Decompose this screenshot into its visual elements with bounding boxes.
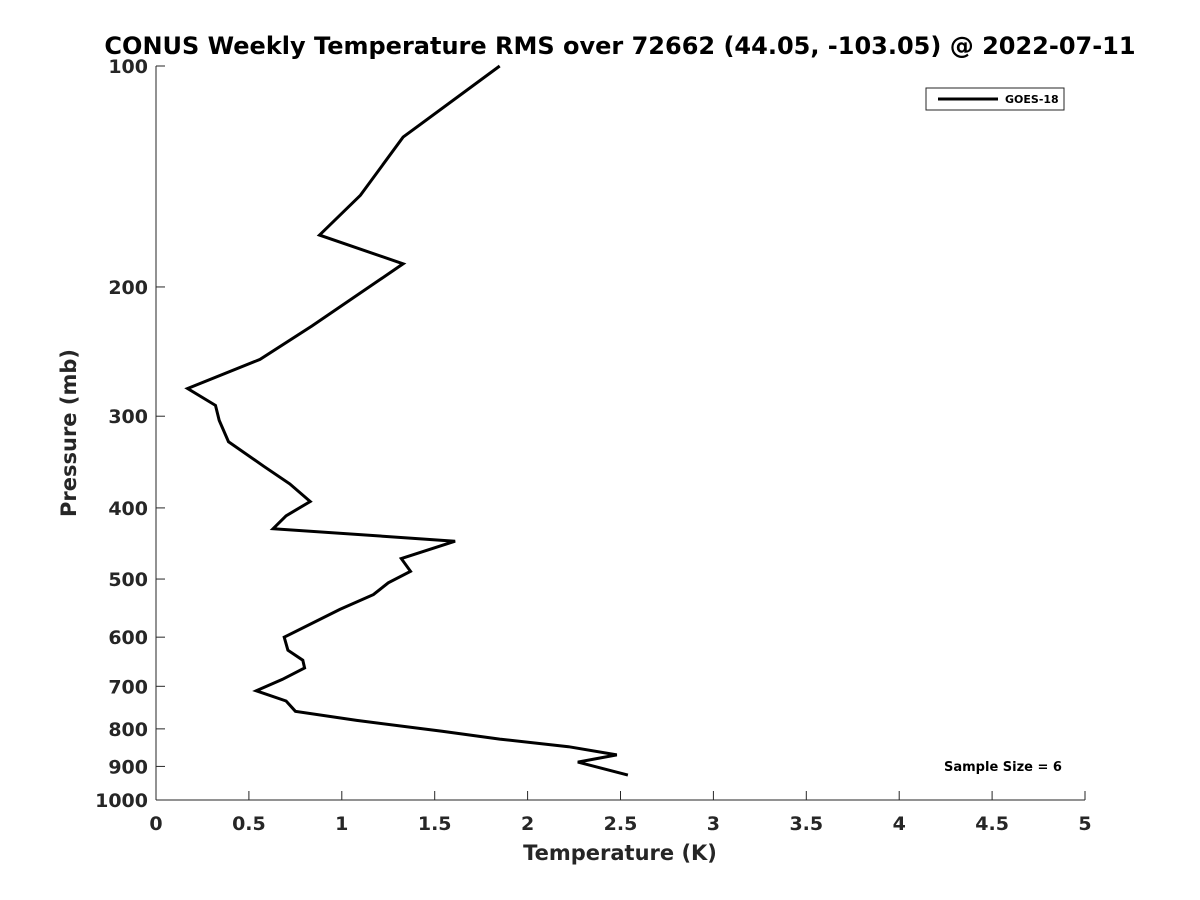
legend: GOES-18 <box>925 87 1065 111</box>
x-tick-label: 1.5 <box>418 813 452 835</box>
y-tick-label: 600 <box>108 627 148 649</box>
x-tick-label: 0 <box>149 813 162 835</box>
x-tick-label: 3 <box>707 813 720 835</box>
y-axis-label: Pressure (mb) <box>57 349 81 517</box>
y-tick-label: 400 <box>108 498 148 520</box>
y-tick-label: 300 <box>108 406 148 428</box>
y-tick-label: 1000 <box>95 790 148 812</box>
y-tick-label: 800 <box>108 719 148 741</box>
x-tick-label: 2.5 <box>604 813 638 835</box>
x-tick-label: 5 <box>1078 813 1091 835</box>
series-layer <box>184 64 629 777</box>
chart-title: CONUS Weekly Temperature RMS over 72662 … <box>104 32 1135 60</box>
x-tick-label: 3.5 <box>789 813 823 835</box>
y-tick-label: 700 <box>108 676 148 698</box>
x-axis-label: Temperature (K) <box>523 841 717 865</box>
x-tick-label: 4 <box>893 813 906 835</box>
y-tick-label: 500 <box>108 569 148 591</box>
axis-ticks: 0 0.5 1 1.5 2 2.5 3 3.5 4 4.5 5 100 200 300 400 500 600 7… <box>95 56 1092 835</box>
y-tick-label: 200 <box>108 277 148 299</box>
x-tick-label: 2 <box>521 813 534 835</box>
x-tick-label: 0.5 <box>232 813 266 835</box>
legend-label-goes-18: GOES-18 <box>1005 93 1059 106</box>
sample-size-annotation: Sample Size = 6 <box>944 760 1062 775</box>
x-tick-label: 4.5 <box>975 813 1009 835</box>
y-tick-label: 900 <box>108 756 148 778</box>
y-tick-label: 100 <box>108 56 148 78</box>
x-tick-label: 1 <box>335 813 348 835</box>
series-line-goes-18 <box>184 64 629 777</box>
